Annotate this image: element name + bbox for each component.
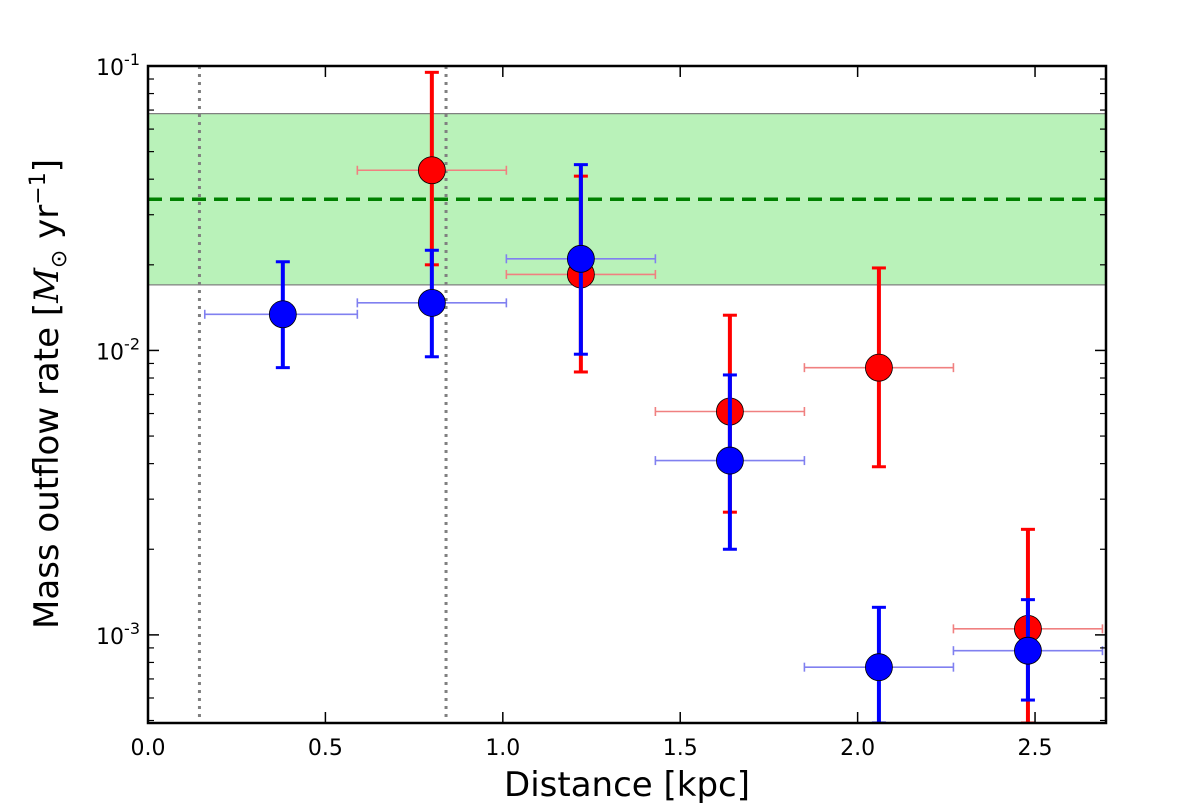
y-tick-label: 10-2	[96, 334, 140, 365]
blue-point-3-marker	[566, 244, 595, 273]
x-tick-label: 1.0	[485, 736, 520, 761]
y-tick-label-exponent: -1	[124, 50, 140, 69]
x-axis-title: Distance [kpc]	[504, 765, 750, 805]
y-axis-title-suffix: ]	[27, 159, 67, 172]
y-tick-label: 10-1	[96, 50, 140, 81]
y-tick-label-exponent: -3	[124, 619, 140, 638]
y-tick-labels: 10-310-210-1	[96, 50, 140, 650]
y-axis-title: Mass outflow rate [M⊙ yr−1]	[26, 159, 72, 629]
reference-band-layer	[148, 112, 1106, 286]
blue-point-4-marker	[715, 446, 744, 475]
y-tick-label-exponent: -2	[124, 334, 140, 353]
blue-point-6-marker	[1014, 636, 1042, 665]
y-tick-label-base: 10	[96, 56, 124, 81]
series-blue	[203, 163, 1104, 723]
y-axis-title-prefix: Mass outflow rate [	[27, 303, 67, 629]
y-tick-label-base: 10	[96, 340, 124, 365]
y-axis-title-sup: −1	[26, 172, 51, 204]
y-axis-title-math: M	[27, 267, 67, 304]
blue-point-5-marker	[865, 653, 893, 682]
blue-point-2-marker	[417, 288, 446, 317]
blue-point-1-marker	[268, 300, 297, 329]
y-axis-title-unit: yr	[27, 205, 67, 250]
data-series-layer	[203, 70, 1104, 723]
x-tick-label: 1.5	[663, 736, 698, 761]
y-tick-label: 10-3	[96, 619, 140, 650]
axis-ticks-layer	[147, 65, 1106, 723]
x-tick-labels: 0.0 0.5 1.0 1.5 2.0 2.5	[131, 736, 1053, 761]
y-tick-label-base: 10	[96, 625, 124, 650]
y-axis-title-sub: ⊙	[47, 250, 72, 268]
red-point-4-marker	[865, 353, 893, 382]
x-tick-label: 2.0	[840, 736, 875, 761]
x-tick-label: 0.5	[308, 736, 343, 761]
x-tick-label: 2.5	[1018, 736, 1053, 761]
x-tick-label: 0.0	[131, 736, 166, 761]
vertical-lines-layer	[197, 66, 448, 723]
red-point-1-marker	[417, 156, 446, 185]
